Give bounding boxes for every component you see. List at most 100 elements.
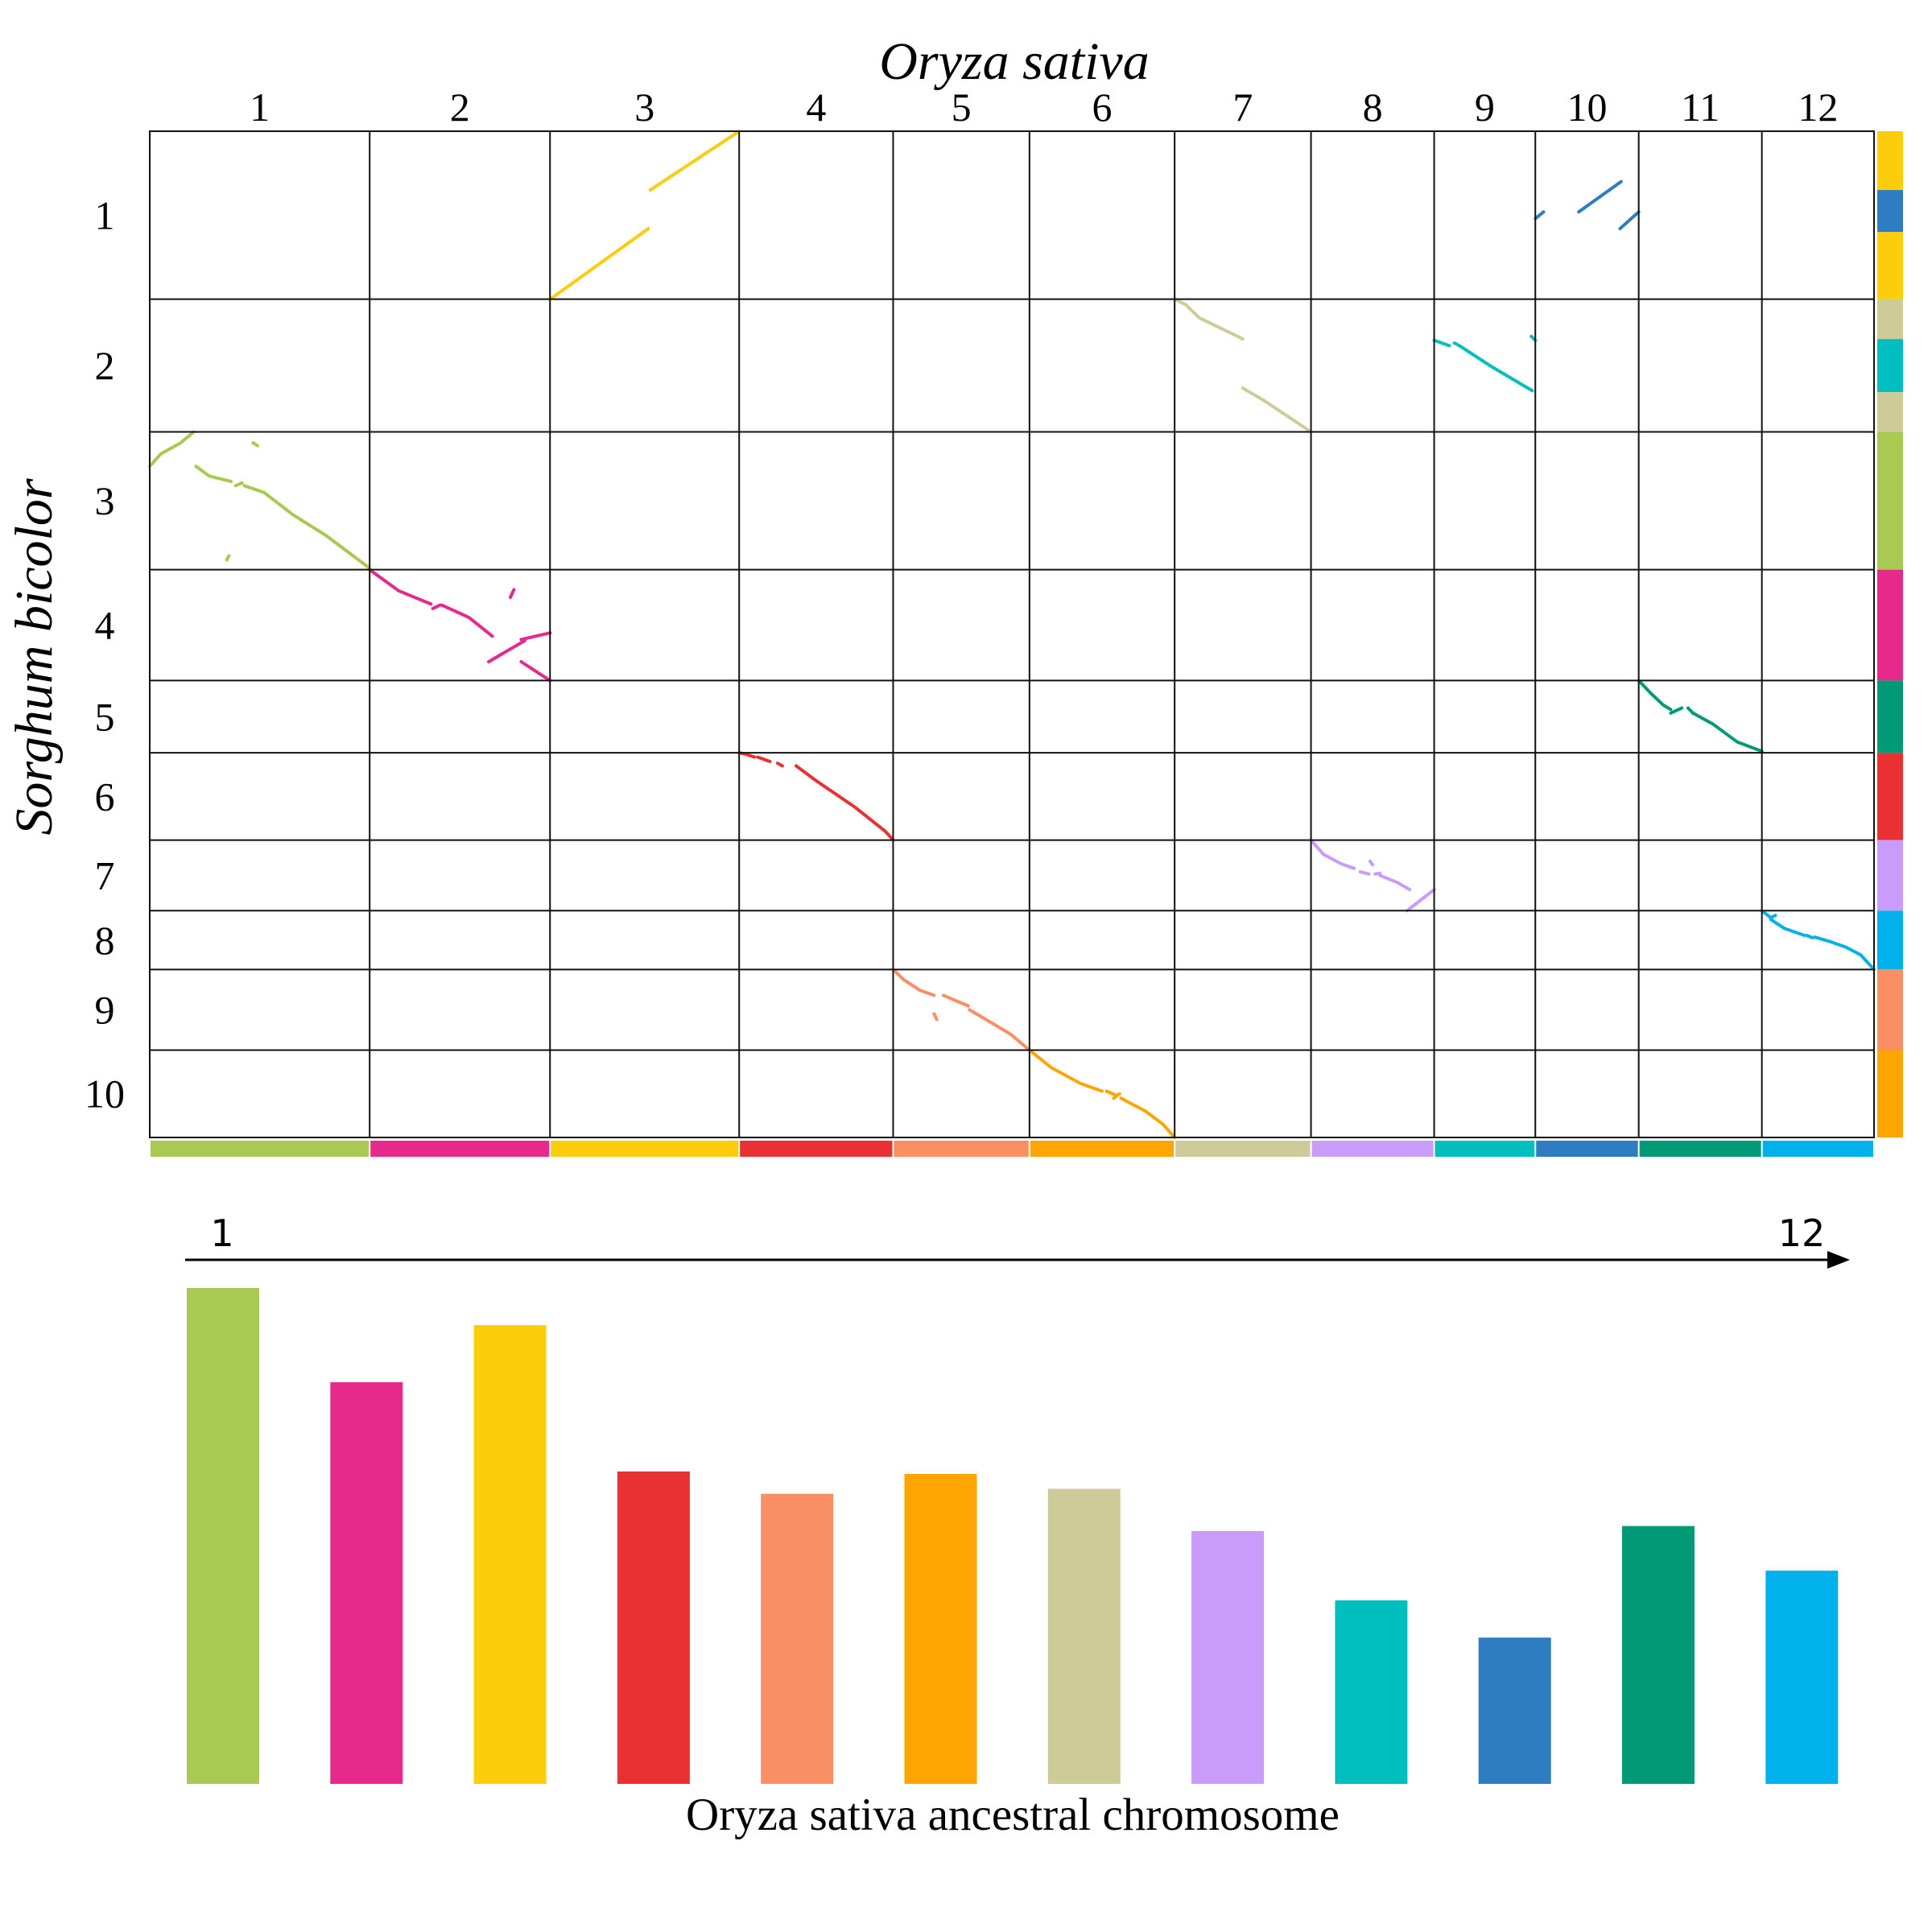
y-strip-segment-9 (1877, 680, 1903, 753)
x-strip-segment-1 (151, 1141, 369, 1157)
x-strip-segment-2 (370, 1141, 550, 1157)
x-tick-label-10: 10 (1567, 85, 1607, 130)
axis-arrow-head (1827, 1251, 1850, 1269)
bar-6 (904, 1474, 977, 1784)
synteny-block-19 (440, 603, 494, 638)
y-strip-segment-6 (1877, 392, 1903, 432)
synteny-block-35 (1373, 871, 1382, 876)
bar-4 (617, 1471, 690, 1784)
x-tick-label-3: 3 (634, 85, 654, 130)
y-tick-label-6: 6 (95, 774, 115, 819)
axis-start-label: 1 (210, 1212, 233, 1255)
synteny-block-14 (242, 484, 372, 570)
x-tick-label-5: 5 (952, 85, 972, 130)
x-axis-label: Oryza sativa ancestral chromosome (686, 1790, 1340, 1840)
synteny-block-13 (233, 481, 244, 488)
x-tick-label-12: 12 (1798, 85, 1838, 130)
synteny-block-30 (776, 762, 784, 768)
synteny-block-47 (1104, 1089, 1119, 1097)
y-tick-label-9: 9 (95, 987, 115, 1032)
synteny-block-43 (942, 993, 970, 1008)
x-strip-segment-5 (894, 1141, 1029, 1157)
synteny-block-21 (519, 631, 552, 642)
synteny-block-18 (431, 603, 442, 610)
x-tick-label-4: 4 (806, 85, 826, 130)
x-axis-title: Oryza sativa (879, 32, 1149, 91)
bar-3 (473, 1325, 547, 1784)
synteny-block-31 (795, 764, 895, 842)
synteny-block-40 (1805, 934, 1814, 939)
x-tick-label-11: 11 (1681, 85, 1719, 130)
synteny-block-17 (368, 568, 433, 606)
bar-8 (1191, 1530, 1265, 1784)
synteny-block-7 (1241, 386, 1313, 434)
x-tick-label-9: 9 (1475, 85, 1495, 130)
bar-5 (761, 1493, 834, 1784)
synteny-block-24 (1637, 679, 1673, 712)
synteny-block-1 (548, 227, 650, 301)
y-strip-segment-14 (1877, 1050, 1903, 1137)
x-strip-segment-12 (1762, 1141, 1873, 1157)
synteny-block-15 (251, 441, 259, 448)
x-strip-segment-11 (1639, 1141, 1761, 1157)
synteny-block-25 (1669, 706, 1684, 715)
dot-plot-grid (149, 130, 1875, 1138)
x-strip-segment-8 (1311, 1141, 1434, 1157)
y-axis-title: Sorghum bicolor (5, 478, 64, 835)
synteny-block-33 (1358, 870, 1371, 876)
x-strip-segment-4 (740, 1141, 893, 1157)
bar-1 (187, 1288, 259, 1784)
synteny-block-4 (1577, 180, 1623, 214)
y-tick-label-2: 2 (95, 343, 115, 388)
synteny-block-32 (1309, 838, 1356, 870)
x-tick-label-2: 2 (450, 85, 470, 130)
x-strip-segment-10 (1536, 1141, 1638, 1157)
y-tick-label-1: 1 (95, 192, 115, 237)
y-strip-segment-3 (1877, 232, 1903, 299)
y-strip-segment-10 (1877, 753, 1903, 840)
synteny-block-39 (1769, 918, 1806, 937)
synteny-block-20 (487, 638, 526, 663)
dot-plot: Oryza sativa Sorghum bicolor 1 2 3 4 5 6 7 8 9 10… (5, 32, 1903, 1157)
synteny-block-36 (1378, 873, 1411, 891)
y-strip-segment-2 (1877, 190, 1903, 233)
synteny-block-38 (1760, 909, 1777, 919)
y-strip-segment-4 (1877, 299, 1903, 340)
synteny-block-29 (756, 755, 772, 763)
y-strip-segment-11 (1877, 840, 1903, 911)
bar-11 (1622, 1525, 1695, 1784)
synteny-block-27 (1691, 711, 1764, 753)
x-ancestral-strip (151, 1141, 1873, 1157)
x-tick-label-6: 6 (1092, 85, 1113, 130)
x-tick-label-8: 8 (1363, 85, 1383, 130)
synteny-block-22 (519, 660, 552, 683)
x-strip-segment-9 (1435, 1141, 1535, 1157)
synteny-block-34 (1368, 859, 1375, 867)
y-tick-label-8: 8 (95, 918, 115, 963)
synteny-block-3 (1534, 210, 1546, 221)
y-strip-segment-13 (1877, 969, 1903, 1051)
synteny-block-49 (1119, 1096, 1177, 1139)
synteny-block-42 (891, 968, 936, 997)
x-strip-segment-3 (551, 1141, 739, 1157)
bar-7 (1047, 1488, 1121, 1784)
x-strip-segment-7 (1175, 1141, 1311, 1157)
synteny-block-2 (648, 130, 741, 192)
y-strip-segment-7 (1877, 431, 1903, 570)
synteny-block-6 (1173, 297, 1245, 341)
y-strip-segment-1 (1877, 131, 1903, 191)
y-tick-label-10: 10 (85, 1071, 125, 1117)
synteny-block-12 (194, 464, 233, 484)
y-tick-label-5: 5 (95, 694, 115, 739)
synteny-block-16 (225, 554, 231, 562)
synteny-block-48 (1112, 1092, 1121, 1100)
synteny-block-46 (1027, 1048, 1104, 1093)
synteny-block-45 (932, 1012, 939, 1022)
bar-10 (1478, 1637, 1551, 1784)
y-strip-segment-5 (1877, 339, 1903, 393)
axis-end-label: 12 (1778, 1212, 1826, 1255)
bar-chart: 1 12 Oryza sativa ancestral chromosome (185, 1212, 1850, 1840)
synteny-blocks (148, 130, 1876, 1139)
synteny-block-8 (1432, 338, 1451, 348)
bar-2 (330, 1382, 403, 1784)
